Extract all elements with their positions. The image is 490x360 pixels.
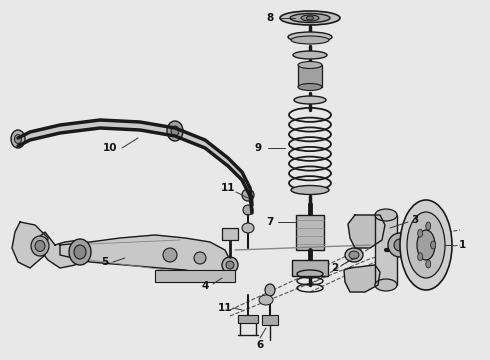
Ellipse shape bbox=[291, 36, 329, 44]
Polygon shape bbox=[344, 265, 380, 292]
Bar bbox=[222, 228, 238, 240]
Ellipse shape bbox=[417, 229, 423, 237]
Text: 5: 5 bbox=[101, 257, 109, 267]
Ellipse shape bbox=[298, 84, 322, 90]
Text: 11: 11 bbox=[221, 183, 235, 193]
Polygon shape bbox=[60, 235, 235, 278]
Ellipse shape bbox=[242, 223, 254, 233]
Ellipse shape bbox=[400, 200, 452, 290]
Ellipse shape bbox=[345, 248, 363, 262]
Ellipse shape bbox=[35, 240, 45, 252]
Bar bbox=[292, 260, 328, 276]
Ellipse shape bbox=[417, 230, 435, 260]
Ellipse shape bbox=[290, 14, 330, 23]
Polygon shape bbox=[38, 232, 85, 268]
Polygon shape bbox=[348, 215, 385, 248]
Ellipse shape bbox=[349, 251, 359, 259]
Text: 3: 3 bbox=[412, 215, 418, 225]
Bar bbox=[262, 315, 278, 325]
Ellipse shape bbox=[388, 233, 412, 257]
Text: 8: 8 bbox=[267, 13, 273, 23]
Ellipse shape bbox=[163, 248, 177, 262]
Ellipse shape bbox=[426, 222, 431, 230]
Ellipse shape bbox=[301, 15, 319, 21]
Text: 10: 10 bbox=[103, 143, 117, 153]
Ellipse shape bbox=[74, 245, 86, 259]
Ellipse shape bbox=[417, 253, 423, 261]
Bar bbox=[375, 215, 397, 285]
Ellipse shape bbox=[194, 252, 206, 264]
Ellipse shape bbox=[167, 121, 183, 141]
Ellipse shape bbox=[307, 16, 314, 20]
Text: 2: 2 bbox=[331, 263, 339, 273]
Ellipse shape bbox=[171, 126, 179, 136]
Ellipse shape bbox=[426, 260, 431, 268]
Bar bbox=[296, 215, 324, 250]
Polygon shape bbox=[12, 222, 48, 268]
Ellipse shape bbox=[31, 236, 49, 256]
Ellipse shape bbox=[394, 239, 406, 251]
Text: 4: 4 bbox=[201, 281, 209, 291]
Bar bbox=[298, 65, 322, 87]
Ellipse shape bbox=[226, 261, 234, 269]
Text: 11: 11 bbox=[218, 303, 232, 313]
Text: 7: 7 bbox=[266, 217, 274, 227]
Ellipse shape bbox=[280, 11, 340, 25]
Ellipse shape bbox=[259, 295, 273, 305]
Text: 1: 1 bbox=[458, 240, 466, 250]
Ellipse shape bbox=[11, 130, 25, 148]
Polygon shape bbox=[18, 120, 252, 213]
Ellipse shape bbox=[431, 241, 436, 249]
Ellipse shape bbox=[15, 135, 22, 144]
Bar bbox=[155, 270, 235, 282]
Ellipse shape bbox=[294, 96, 326, 104]
Ellipse shape bbox=[69, 239, 91, 265]
Ellipse shape bbox=[222, 257, 238, 273]
Ellipse shape bbox=[298, 62, 322, 68]
Ellipse shape bbox=[375, 209, 397, 221]
Ellipse shape bbox=[243, 205, 253, 215]
Bar bbox=[238, 315, 258, 323]
Text: 6: 6 bbox=[256, 340, 264, 350]
Ellipse shape bbox=[375, 279, 397, 291]
Ellipse shape bbox=[265, 284, 275, 296]
Text: 9: 9 bbox=[254, 143, 262, 153]
Ellipse shape bbox=[242, 189, 254, 201]
Ellipse shape bbox=[288, 32, 332, 42]
Ellipse shape bbox=[291, 185, 329, 194]
Ellipse shape bbox=[407, 212, 445, 278]
Ellipse shape bbox=[293, 51, 327, 59]
